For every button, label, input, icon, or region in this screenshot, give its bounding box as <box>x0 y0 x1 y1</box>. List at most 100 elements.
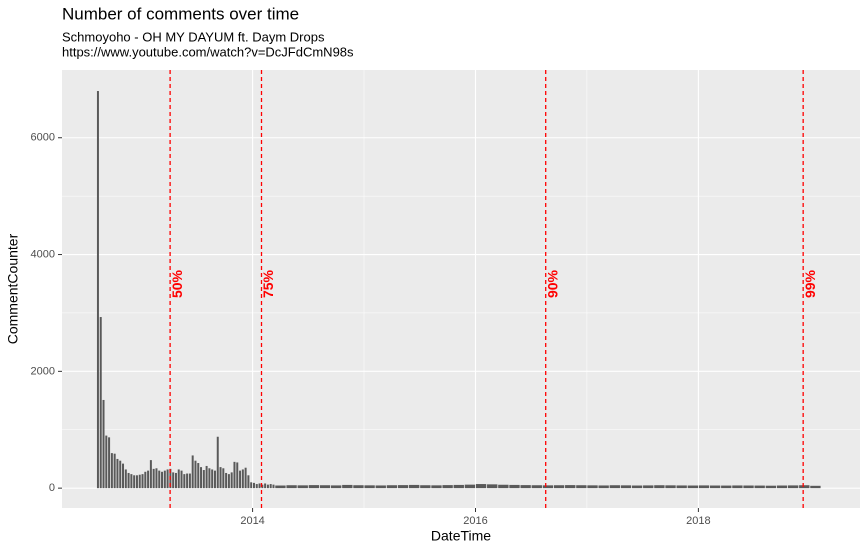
bar <box>166 469 169 489</box>
bar <box>754 485 765 489</box>
bar <box>275 485 286 489</box>
x-tick-label: 2018 <box>686 515 710 527</box>
bar <box>202 470 205 489</box>
bar <box>565 485 576 489</box>
plot-panel <box>62 70 860 508</box>
bar <box>266 484 269 489</box>
bar <box>222 468 225 489</box>
bar <box>252 482 255 489</box>
bar <box>119 460 122 489</box>
bar <box>211 469 214 489</box>
bar <box>161 471 164 489</box>
x-tick-label: 2016 <box>463 515 487 527</box>
bar <box>147 470 150 489</box>
bar <box>216 436 219 489</box>
y-tick-label: 4000 <box>31 248 55 260</box>
bar <box>353 485 364 489</box>
bar <box>133 475 136 489</box>
bar <box>191 455 194 489</box>
bar <box>810 485 821 489</box>
bar <box>765 485 777 489</box>
bar <box>331 485 342 489</box>
bar <box>227 474 230 489</box>
bar <box>116 458 119 489</box>
bar <box>177 469 180 489</box>
bar <box>194 460 197 489</box>
bar <box>587 485 598 489</box>
reference-label: 75% <box>260 269 276 298</box>
bar <box>105 435 108 489</box>
bar <box>475 484 487 489</box>
bar <box>520 485 531 489</box>
bar <box>188 473 191 489</box>
bar <box>122 463 125 489</box>
bar <box>643 485 654 489</box>
bar <box>255 484 258 489</box>
bar <box>375 485 386 489</box>
bar <box>654 485 665 489</box>
bar <box>620 485 632 489</box>
bar <box>799 485 810 489</box>
bar <box>200 467 203 489</box>
bar <box>219 467 222 489</box>
bar <box>509 484 520 489</box>
bar <box>308 485 320 489</box>
bar <box>498 484 509 489</box>
y-tick-label: 2000 <box>31 365 55 377</box>
bar <box>110 453 113 489</box>
bar <box>225 472 228 489</box>
bar <box>99 317 102 489</box>
bar <box>631 485 643 489</box>
bar <box>297 485 308 489</box>
bar <box>264 483 267 489</box>
bar <box>208 468 211 489</box>
bar <box>364 485 375 489</box>
chart-subtitle: https://www.youtube.com/watch?v=DcJFdCmN… <box>62 44 354 59</box>
bar <box>464 484 476 489</box>
bar <box>261 484 264 489</box>
reference-label: 90% <box>544 269 560 298</box>
bar <box>96 91 99 489</box>
y-tick-label: 6000 <box>31 132 55 144</box>
x-tick-label: 2014 <box>240 515 264 527</box>
bar <box>698 485 710 489</box>
y-axis-title: CommentCounter <box>5 233 21 344</box>
bar <box>409 484 420 489</box>
bar <box>598 485 609 489</box>
bar <box>152 468 155 489</box>
bar <box>138 474 141 489</box>
bar <box>233 461 236 489</box>
bar <box>319 485 331 489</box>
bar <box>397 485 409 489</box>
bar <box>213 470 216 489</box>
bar <box>609 485 620 489</box>
chart-subtitle: Schmoyoho - OH MY DAYUM ft. Daym Drops <box>62 29 325 44</box>
bar <box>732 485 743 489</box>
bar <box>183 474 186 489</box>
bar <box>141 474 144 489</box>
bar <box>130 474 133 489</box>
y-tick-label: 0 <box>49 482 55 494</box>
bar <box>250 482 253 489</box>
bar <box>709 485 721 489</box>
bar <box>687 485 698 489</box>
bar <box>776 485 788 489</box>
bar <box>236 462 239 489</box>
bar <box>420 485 431 489</box>
bar <box>108 437 111 489</box>
bar <box>197 463 200 489</box>
bar <box>487 484 498 489</box>
bar <box>144 471 147 489</box>
reference-label: 50% <box>169 269 185 298</box>
reference-label: 99% <box>802 269 818 298</box>
bar <box>286 485 297 489</box>
bar <box>230 472 233 489</box>
bar <box>102 399 105 489</box>
bar <box>787 485 799 489</box>
bar <box>163 470 166 489</box>
bar <box>155 468 158 489</box>
bar <box>135 475 138 489</box>
bar <box>241 469 244 489</box>
bar <box>721 485 732 489</box>
